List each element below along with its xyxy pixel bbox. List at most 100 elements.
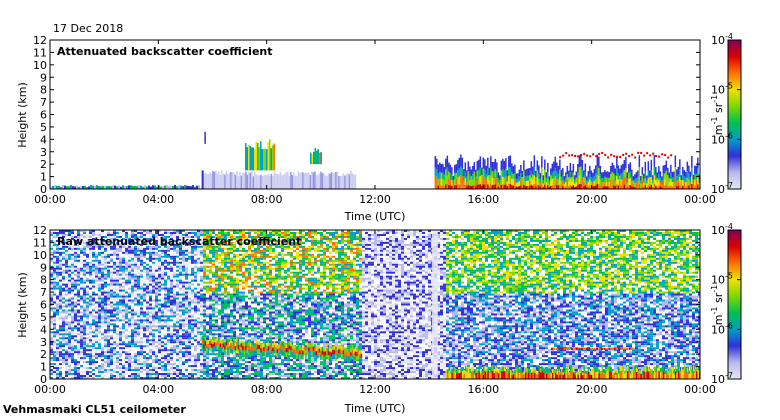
noise-cell <box>161 255 164 258</box>
layer-base <box>553 184 555 189</box>
noise-cell <box>218 249 221 252</box>
layer-middle <box>601 178 603 183</box>
layer-lower <box>607 181 609 187</box>
noise-cell <box>341 239 344 242</box>
noise-cell <box>206 275 209 278</box>
noise-cell <box>119 273 122 276</box>
layer-top <box>499 175 501 181</box>
noise-cell <box>101 267 104 270</box>
layer-lower <box>530 177 533 185</box>
noise-cell <box>452 269 455 272</box>
layer-base <box>446 184 449 189</box>
noise-cell <box>254 259 257 262</box>
noise-cell <box>326 261 329 264</box>
noise-cell <box>164 253 167 256</box>
noise-cell <box>386 267 389 270</box>
noise-cell <box>308 249 311 252</box>
cloud-layer-cell <box>309 175 312 189</box>
noise-cell <box>116 277 119 280</box>
noise-cell <box>623 253 626 256</box>
noise-cell <box>632 257 635 260</box>
noise-cell <box>587 275 590 278</box>
noise-cell <box>617 267 620 270</box>
noise-cell <box>692 239 695 242</box>
noise-cell <box>587 243 590 246</box>
noise-cell <box>191 277 194 280</box>
noise-cell <box>590 261 593 264</box>
layer-base <box>604 186 606 189</box>
noise-cell <box>614 259 617 262</box>
noise-cell <box>548 275 551 278</box>
noise-cell <box>200 249 203 252</box>
layer-base <box>437 185 440 189</box>
noise-cell <box>581 235 584 238</box>
noise-cell <box>500 267 503 270</box>
noise-cell <box>347 271 350 274</box>
noise-cell <box>293 235 296 238</box>
noise-cell <box>170 243 173 246</box>
layer-top <box>554 156 557 168</box>
noise-cell <box>683 231 686 234</box>
noise-cell <box>518 255 521 258</box>
noise-cell <box>572 259 575 262</box>
noise-cell <box>365 241 368 244</box>
noise-cell <box>644 267 647 270</box>
noise-cell <box>479 259 482 262</box>
noise-cell <box>71 245 74 248</box>
noise-cell <box>62 251 65 254</box>
noise-cell <box>587 249 590 252</box>
noise-cell <box>605 235 608 238</box>
noise-cell <box>656 253 659 256</box>
noise-cell <box>194 267 197 270</box>
noise-cell <box>545 271 548 274</box>
noise-cell <box>284 245 287 248</box>
noise-cell <box>377 243 380 246</box>
noise-cell <box>347 239 350 242</box>
noise-cell <box>59 255 62 258</box>
layer-top <box>434 156 437 168</box>
layer-base <box>521 186 524 189</box>
noise-cell <box>683 253 686 256</box>
noise-cell <box>176 231 179 234</box>
noise-cell <box>407 235 410 238</box>
noise-cell <box>407 263 410 266</box>
noise-cell <box>239 235 242 238</box>
noise-cell <box>371 273 374 276</box>
noise-cell <box>311 235 314 238</box>
noise-cell <box>83 235 86 238</box>
noise-cell <box>197 273 200 276</box>
noise-cell <box>149 239 152 242</box>
cloud-layer-cell <box>212 170 214 189</box>
noise-cell <box>284 233 287 236</box>
noise-cell <box>386 249 389 252</box>
noise-cell <box>443 275 446 278</box>
noise-cell <box>419 267 422 270</box>
layer-middle <box>439 171 441 179</box>
layer-top <box>488 167 491 176</box>
noise-cell <box>164 257 167 260</box>
noise-cell <box>374 265 377 268</box>
noise-cell <box>131 239 134 242</box>
noise-cell <box>140 255 143 258</box>
layer-base <box>617 185 620 189</box>
noise-cell <box>437 245 440 248</box>
layer-lower <box>437 179 440 186</box>
noise-cell <box>131 267 134 270</box>
noise-cell <box>641 231 644 234</box>
noise-cell <box>452 231 455 234</box>
noise-cell <box>323 271 326 274</box>
noise-cell <box>98 253 101 256</box>
noise-cell <box>581 243 584 246</box>
noise-cell <box>341 259 344 262</box>
noise-cell <box>170 255 173 258</box>
noise-cell <box>395 255 398 258</box>
noise-cell <box>146 231 149 234</box>
noise-cell <box>392 247 395 250</box>
noise-cell <box>233 269 236 272</box>
noise-cell <box>482 265 485 268</box>
noise-cell <box>113 267 116 270</box>
noise-cell <box>86 267 89 270</box>
noise-cell <box>197 231 200 234</box>
noise-cell <box>563 243 566 246</box>
